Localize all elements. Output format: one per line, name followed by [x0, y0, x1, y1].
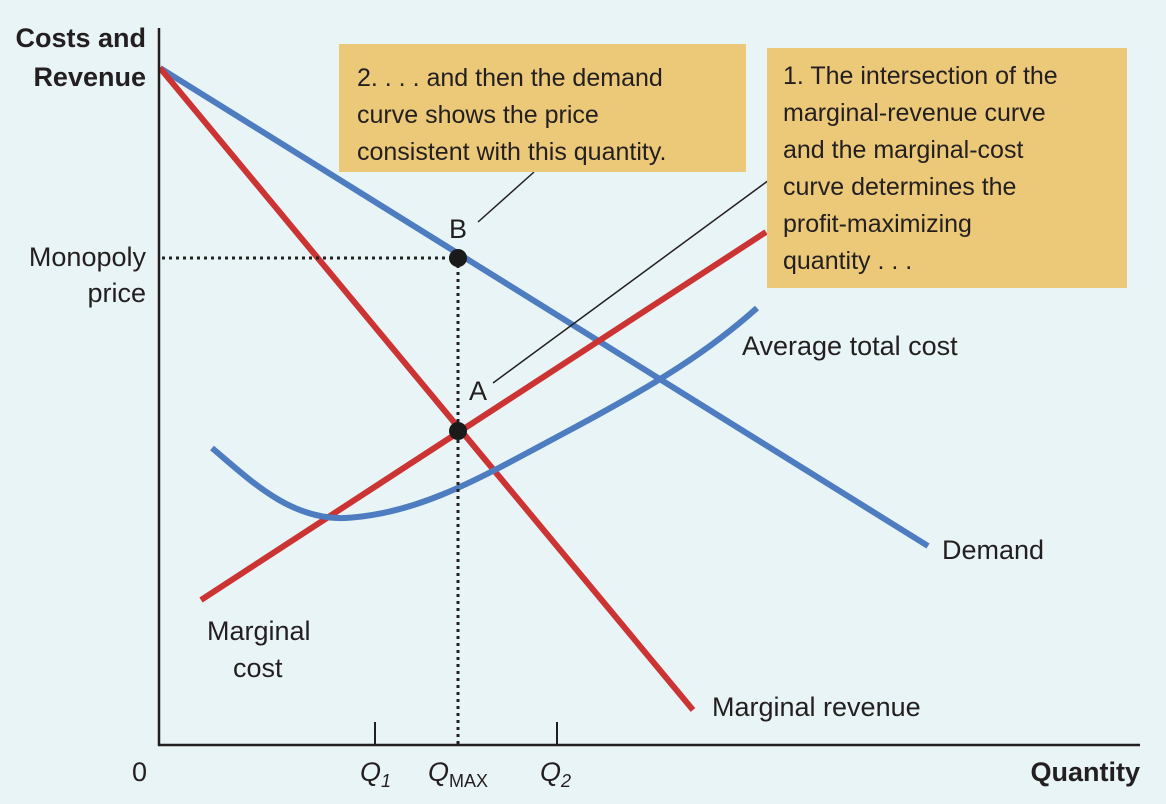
demand-curve: [158, 65, 930, 549]
callout-demand-price: 2. . . . and then the demand curve shows…: [339, 44, 746, 172]
point-b-label: B: [449, 214, 467, 244]
callout-2-line: 2. . . . and then the demand: [357, 64, 663, 92]
callout-1-line: 1. The intersection of the: [783, 62, 1058, 90]
monopoly-price-label-line1: Monopoly: [29, 242, 147, 272]
callout-1-pointer: [492, 179, 770, 384]
average-total-cost-curve: [210, 305, 759, 522]
callout-2-line: curve shows the price: [357, 101, 599, 129]
marginal-cost-curve: [199, 229, 768, 603]
point-a-label: A: [469, 376, 487, 406]
origin-label: 0: [132, 757, 147, 787]
callout-1-line: and the marginal-cost: [783, 136, 1024, 164]
y-axis-label-line1: Costs and: [15, 23, 146, 53]
callout-1-line: quantity . . .: [783, 247, 913, 275]
callout-1-line: curve determines the: [783, 173, 1017, 201]
callout-1-line: marginal-revenue curve: [783, 99, 1046, 127]
marginal-cost-label-line1: Marginal: [207, 616, 311, 646]
x-axis-label: Quantity: [1030, 757, 1140, 787]
marginal-cost-label-line2: cost: [233, 653, 283, 683]
marginal-revenue-curve: [157, 66, 696, 712]
callout-1-line: profit-maximizing: [783, 210, 972, 238]
callout-2-pointer: [477, 171, 535, 223]
q2-label: Q2: [540, 757, 571, 791]
q1-label: Q1: [360, 757, 391, 791]
monopoly-price-label-line2: price: [87, 278, 146, 308]
marginal-revenue-label: Marginal revenue: [712, 692, 921, 722]
demand-label: Demand: [942, 535, 1044, 565]
point-b-marker: [449, 249, 467, 267]
average-total-cost-label: Average total cost: [742, 331, 958, 361]
y-axis-label-line2: Revenue: [33, 62, 146, 92]
callout-intersection: 1. The intersection of the marginal-reve…: [767, 48, 1127, 288]
point-a-marker: [449, 422, 467, 440]
callout-2-line: consistent with this quantity.: [357, 138, 667, 166]
qmax-label: QMAX: [428, 757, 488, 791]
